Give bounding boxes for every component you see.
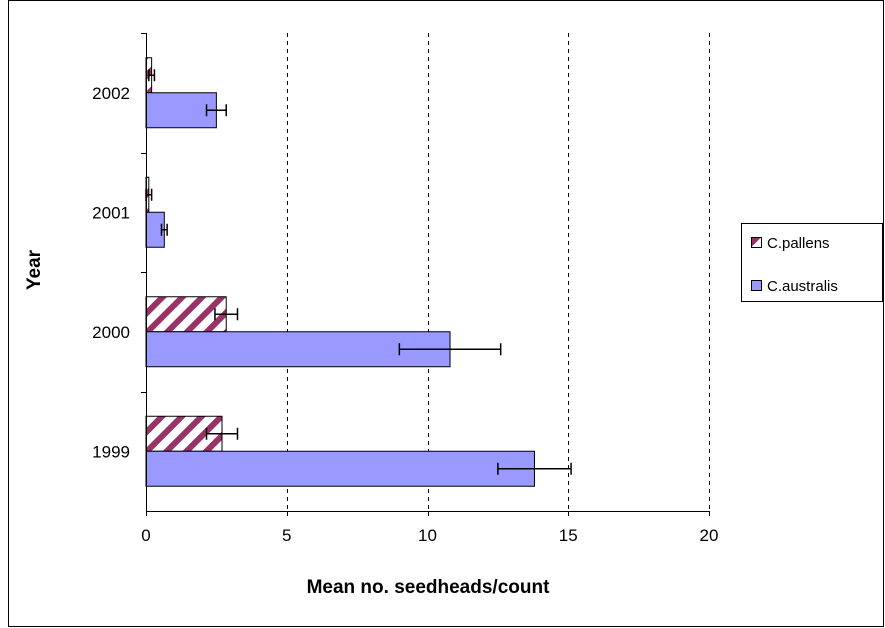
axes-layer <box>141 33 710 516</box>
legend-label-c-australis: C.australis <box>767 278 838 295</box>
legend: C.pallens C.australis <box>741 223 883 302</box>
x-axis-title: Mean no. seedheads/count <box>307 577 550 598</box>
outer-border <box>8 0 884 627</box>
error-bar-c-australis-2001 <box>160 223 168 236</box>
y-tick-label: 2000 <box>92 323 130 342</box>
legend-swatch-c-pallens <box>751 237 762 248</box>
legend-box <box>741 223 883 302</box>
y-tick-label: 1999 <box>92 442 130 461</box>
bar-c-australis-1999 <box>145 450 535 487</box>
error-bar-c-australis-2002 <box>205 104 227 117</box>
legend-swatch-c-australis <box>751 280 762 291</box>
tick-labels: 0 5 10 15 20 1999 2000 2001 2002 <box>92 84 718 545</box>
legend-label-c-pallens: C.pallens <box>767 235 830 252</box>
x-tick-label: 20 <box>700 526 719 545</box>
bar-c-australis-2002 <box>145 92 217 129</box>
bars-layer <box>145 57 572 487</box>
error-bar-c-australis-1999 <box>497 462 572 475</box>
error-bar-c-pallens-2000 <box>214 308 239 321</box>
bar-c-pallens-2000 <box>145 296 227 333</box>
y-axis-title: Year <box>24 249 45 290</box>
error-bar-c-australis-2000 <box>398 343 502 356</box>
x-tick-label: 5 <box>282 526 291 545</box>
y-tick-label: 2002 <box>92 84 130 103</box>
x-tick-label: 0 <box>141 526 150 545</box>
x-tick-label: 10 <box>418 526 437 545</box>
error-bar-c-pallens-1999 <box>205 427 239 440</box>
y-tick-label: 2001 <box>92 203 130 222</box>
x-tick-label: 15 <box>559 526 578 545</box>
error-bar-c-pallens-2002 <box>148 69 156 82</box>
